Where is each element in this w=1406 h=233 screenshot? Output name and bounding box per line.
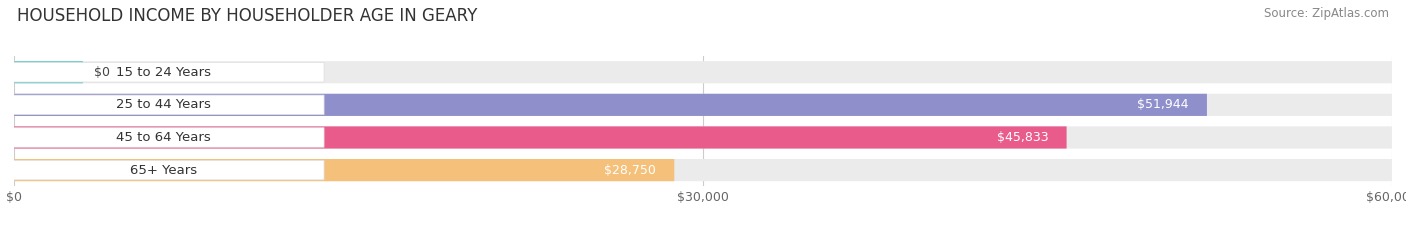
FancyBboxPatch shape <box>3 62 325 82</box>
Text: Source: ZipAtlas.com: Source: ZipAtlas.com <box>1264 7 1389 20</box>
Text: $51,944: $51,944 <box>1137 98 1188 111</box>
FancyBboxPatch shape <box>3 160 325 180</box>
FancyBboxPatch shape <box>14 126 1392 149</box>
Text: $45,833: $45,833 <box>997 131 1049 144</box>
FancyBboxPatch shape <box>3 95 325 115</box>
FancyBboxPatch shape <box>14 94 1392 116</box>
Text: 65+ Years: 65+ Years <box>129 164 197 177</box>
Text: $0: $0 <box>94 66 111 79</box>
FancyBboxPatch shape <box>3 128 325 147</box>
FancyBboxPatch shape <box>14 159 1392 181</box>
FancyBboxPatch shape <box>14 61 1392 83</box>
Text: 15 to 24 Years: 15 to 24 Years <box>115 66 211 79</box>
FancyBboxPatch shape <box>14 126 1067 149</box>
Text: 45 to 64 Years: 45 to 64 Years <box>115 131 211 144</box>
FancyBboxPatch shape <box>14 94 1206 116</box>
FancyBboxPatch shape <box>14 159 675 181</box>
Text: 25 to 44 Years: 25 to 44 Years <box>115 98 211 111</box>
Text: $28,750: $28,750 <box>605 164 657 177</box>
Text: HOUSEHOLD INCOME BY HOUSEHOLDER AGE IN GEARY: HOUSEHOLD INCOME BY HOUSEHOLDER AGE IN G… <box>17 7 477 25</box>
FancyBboxPatch shape <box>14 61 83 83</box>
